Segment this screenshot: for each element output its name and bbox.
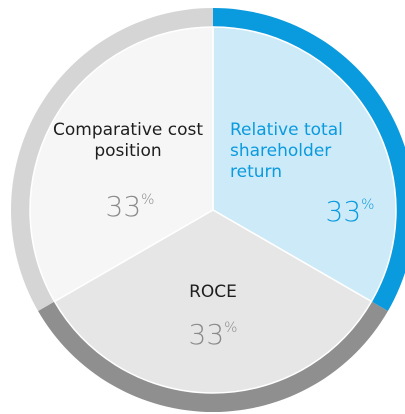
ring-segment [11, 8, 214, 311]
value-label: 33% [325, 195, 375, 228]
slice-label: Comparative cost position [52, 120, 204, 161]
value-label: 33% [188, 318, 238, 351]
ring-segment [38, 301, 388, 412]
slice-label: ROCE [189, 282, 237, 302]
pie-slice [212, 26, 397, 303]
ring-segment [213, 8, 405, 311]
value-label: 33% [105, 190, 155, 223]
pie-slice [29, 26, 214, 303]
slice-label: Relative total shareholder return [230, 120, 343, 182]
